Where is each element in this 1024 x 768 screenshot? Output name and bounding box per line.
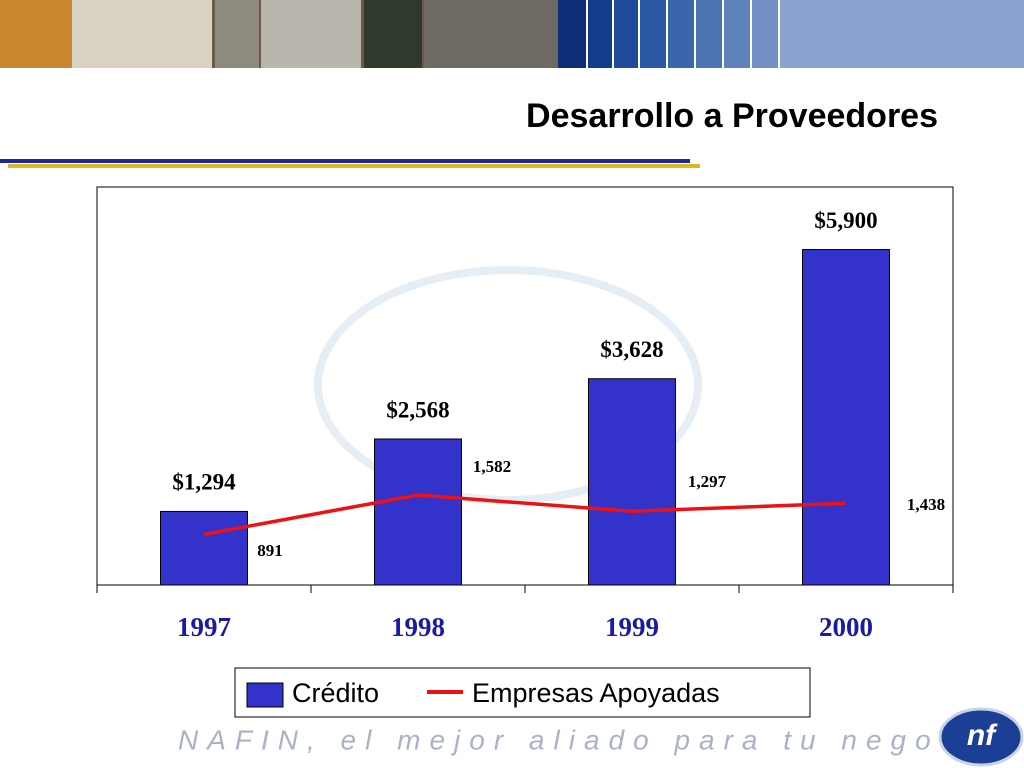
legend-box xyxy=(234,667,811,718)
bar xyxy=(160,510,248,586)
value-label: 1,297 xyxy=(688,472,727,491)
header-banner xyxy=(0,0,1024,68)
legend-label: Crédito xyxy=(292,678,379,708)
value-label: $3,628 xyxy=(600,337,663,362)
bar xyxy=(374,438,462,586)
title-rule-accent xyxy=(8,164,700,168)
value-label: $2,568 xyxy=(386,397,449,422)
logo-mark: nf xyxy=(967,719,998,752)
value-label: 1,582 xyxy=(473,457,511,476)
x-tick-label: 2000 xyxy=(819,612,873,642)
bar xyxy=(588,378,676,586)
x-tick-label: 1998 xyxy=(391,612,445,642)
legend-label: Empresas Apoyadas xyxy=(472,678,720,708)
legend: Crédito Empresas Apoyadas xyxy=(234,667,811,718)
value-label: 1,438 xyxy=(907,495,945,514)
slide-title: Desarrollo a Proveedores xyxy=(526,97,938,135)
watermark xyxy=(314,266,702,504)
line xyxy=(203,493,847,537)
legend-swatch xyxy=(246,682,284,708)
value-label: $5,900 xyxy=(814,208,877,233)
title-rule xyxy=(0,159,690,163)
x-tick-label: 1999 xyxy=(605,612,659,642)
value-label: $1,294 xyxy=(172,470,236,495)
bar xyxy=(802,249,890,586)
value-label: 891 xyxy=(257,541,283,560)
chart: 1997 1998 1999 2000 $1,294 $2,568 $3,628 $5,900… xyxy=(96,208,954,642)
logo xyxy=(938,707,1024,767)
x-tick-label: 1997 xyxy=(177,612,231,642)
footer-slogan: NAFIN, el mejor aliado para tu negocio xyxy=(178,724,1002,755)
